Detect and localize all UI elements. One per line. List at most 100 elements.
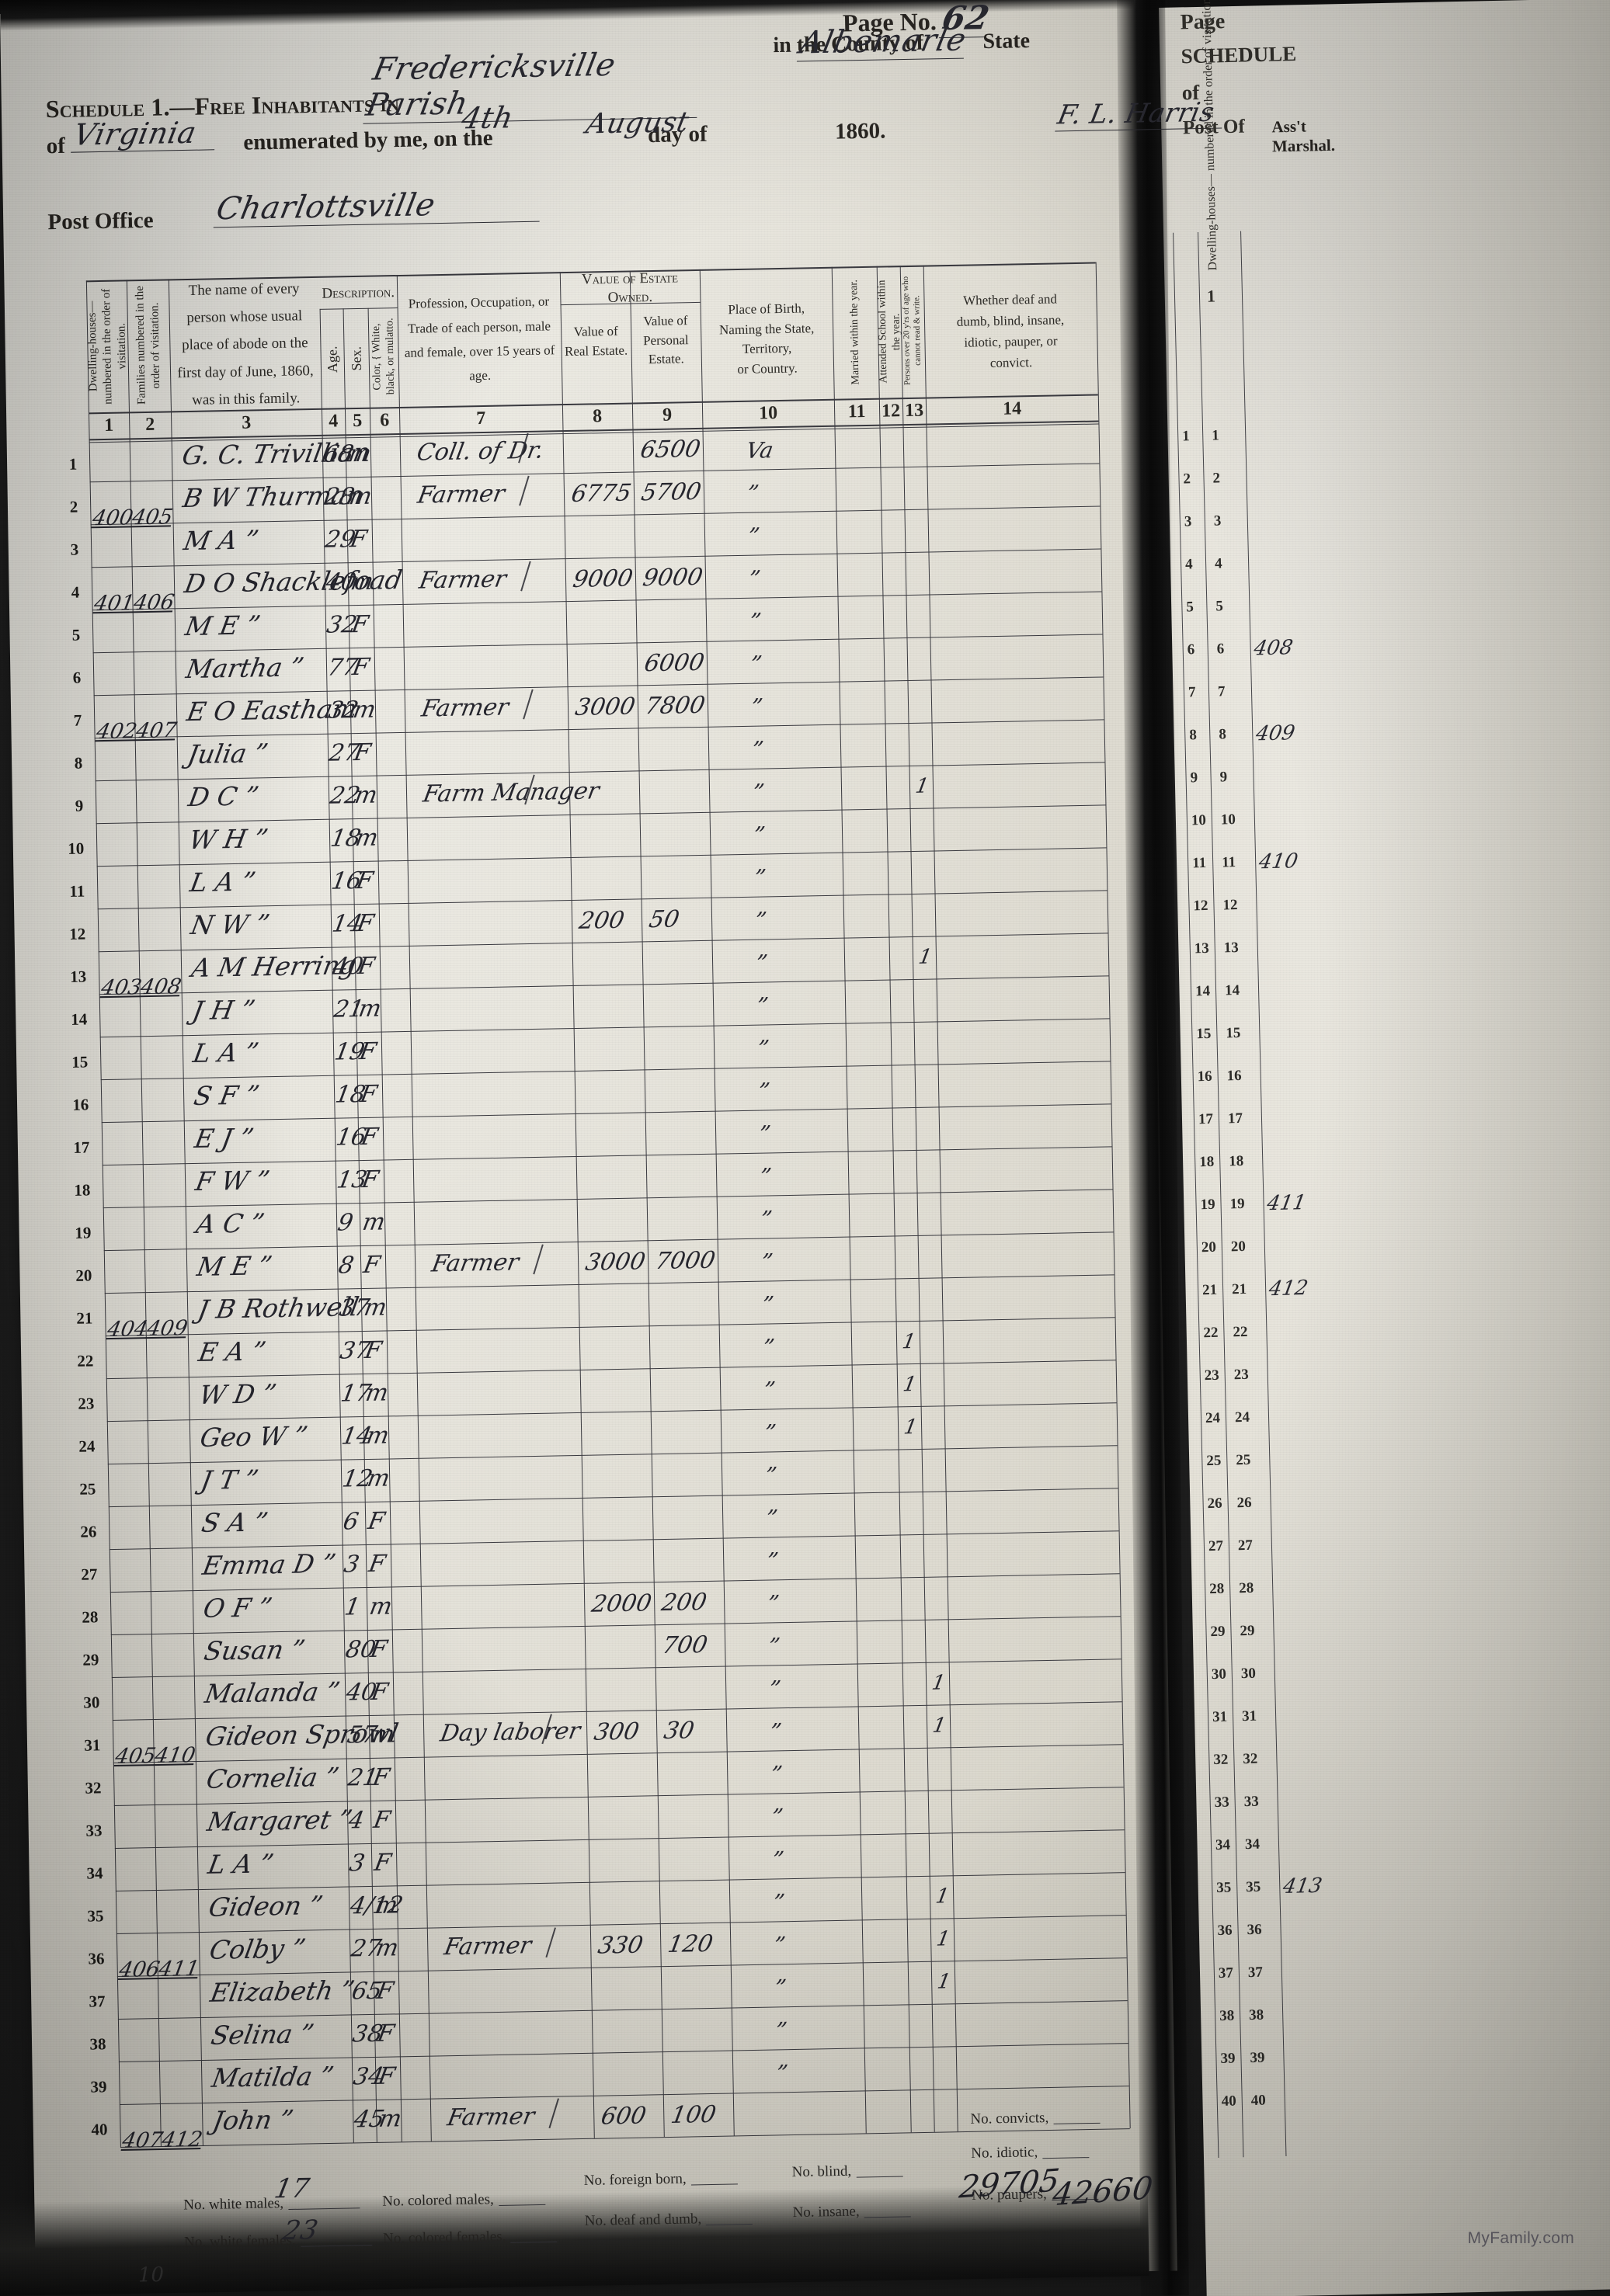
cell-dwelling-number: 402 [94,719,139,745]
grid-vline [699,269,735,2136]
cell-place-of-birth: ” [765,1590,781,1617]
right-col1-header: Dwelling-houses— numbered in the order o… [1199,0,1220,271]
enumerated-by-me-label: enumerated by me, on the [243,125,493,155]
cell-cannot-read-write: 1 [934,1884,951,1909]
foreign-born-label: No. foreign born, [583,2170,687,2190]
right-line-number-inner: 2 [1212,470,1221,487]
right-line-number-inner: 34 [1244,1836,1261,1853]
right-line-number: 15 [1196,1025,1212,1043]
grid-hline [319,307,398,311]
right-line-number-inner: 27 [1237,1537,1254,1554]
right-line-number: 28 [1208,1580,1225,1598]
cell-family-number: 407 [134,718,179,744]
cell-value-personal-estate: 100 [669,2100,718,2130]
right-line-number-inner: 4 [1214,555,1222,572]
occupation-tick [519,475,530,506]
cell-place-of-birth: ” [749,693,765,720]
right-line-number: 17 [1198,1110,1214,1128]
right-line-number: 2 [1183,471,1191,488]
cell-sex: m [377,2105,404,2133]
cell-cannot-read-write: 1 [930,1671,948,1695]
cell-name: Matilda ” [209,2060,336,2093]
column-header-color: Color, { White, black, or mulatto. [370,318,397,395]
row-line-number: 32 [85,1778,102,1798]
right-line-number-inner: 20 [1230,1238,1247,1256]
column-header-value-real-estate: Value of Real Estate. [564,324,628,360]
right-line-number: 6 [1187,641,1195,658]
row-line-number: 38 [89,2034,106,2054]
right-line-number: 16 [1197,1068,1212,1085]
right-line-number: 18 [1199,1153,1215,1171]
cell-sex: m [346,482,374,511]
state-of-label: of [46,133,66,159]
row-line-number: 13 [70,967,87,986]
column-number-11: 11 [847,401,866,422]
cell-dwelling-number: 405 [113,1743,158,1770]
right-line-number-inner: 13 [1223,939,1240,957]
cell-value-real-estate: 9000 [570,564,635,593]
row-line-number: 21 [76,1308,93,1328]
right-line-number: 40 [1221,2093,1237,2110]
cell-value-personal-estate: 6000 [642,648,707,678]
row-line-number: 19 [75,1223,92,1242]
column-number-8: 8 [592,406,603,427]
right-line-number-inner: 19 [1229,1195,1245,1213]
cell-cannot-read-write: 1 [934,1927,952,1951]
cell-occupation: Farmer [442,1932,534,1961]
cell-sex: m [352,781,380,810]
row-line-number: 14 [71,1009,88,1029]
cell-family-number: 408 [138,974,183,1000]
state-label: State [982,29,1031,54]
page-bottom-mark: 10 [137,2263,165,2287]
cell-place-of-birth: ” [746,565,763,592]
cell-name: L A ” [205,1848,276,1880]
blind-label: No. blind, [791,2162,852,2181]
cell-name: L A ” [190,1037,262,1069]
cell-name: A C ” [193,1207,267,1240]
right-line-number: 10 [1191,811,1207,829]
cell-dwelling-number: 406 [117,1957,162,1982]
right-line-number: 22 [1203,1324,1219,1342]
table-body: G. C. Trivillian 68 m Coll. of Dr. 6500 Va 400… [85,239,1095,2153]
cell-cannot-read-write: 1 [913,774,931,798]
right-line-number-inner: 29 [1240,1622,1255,1640]
cell-place-of-birth: ” [760,1334,777,1360]
cell-place-of-birth: ” [770,1846,786,1873]
grid-vline [629,270,666,2138]
cell-place-of-birth: ” [756,1078,772,1104]
right-line-number: 30 [1211,1666,1227,1683]
right-line-number: 5 [1186,599,1194,616]
cell-sex: m [350,696,378,724]
cell-value-real-estate: 600 [599,2102,649,2131]
cell-place-of-birth: ” [747,608,763,634]
cell-name: J T ” [198,1464,261,1495]
cell-value-personal-estate: 5700 [638,478,704,507]
cell-sex: F [371,1806,393,1834]
colored-females-label: No. colored females, [382,2228,506,2247]
cell-value-real-estate: 300 [592,1718,642,1746]
cell-place-of-birth: ” [763,1462,779,1488]
cell-occupation: Farmer [415,480,507,509]
right-line-number-inner: 39 [1250,2049,1265,2067]
right-line-number-inner: 1 [1211,427,1219,444]
cell-place-of-birth: ” [770,1889,787,1916]
right-line-number-inner: 6 [1216,641,1225,658]
cell-value-personal-estate: 120 [666,1930,715,1959]
cell-sex: m [356,995,384,1023]
post-office-value: Charlottsville [213,185,547,228]
cell-value-personal-estate: 700 [660,1631,710,1660]
row-line-number: 26 [80,1522,97,1541]
insane-label: No. insane, [792,2203,860,2221]
cell-place-of-birth: ” [755,1035,771,1061]
table-grid [85,239,1131,2148]
right-line-number-inner: 25 [1236,1451,1251,1469]
cell-name: Gideon ” [206,1890,325,1923]
column-header-place-of-birth: Place of Birth, Naming the State, Territo… [718,300,815,377]
cell-occupation: Farm Manager [420,777,602,808]
row-line-number: 40 [91,2120,108,2139]
row-line-number: 34 [86,1864,103,1883]
cell-family-number: 410 [152,1743,197,1769]
column-number-10: 10 [758,403,778,424]
column-number-4: 4 [328,411,339,432]
right-schedule-label: SCHEDULE [1181,41,1297,68]
